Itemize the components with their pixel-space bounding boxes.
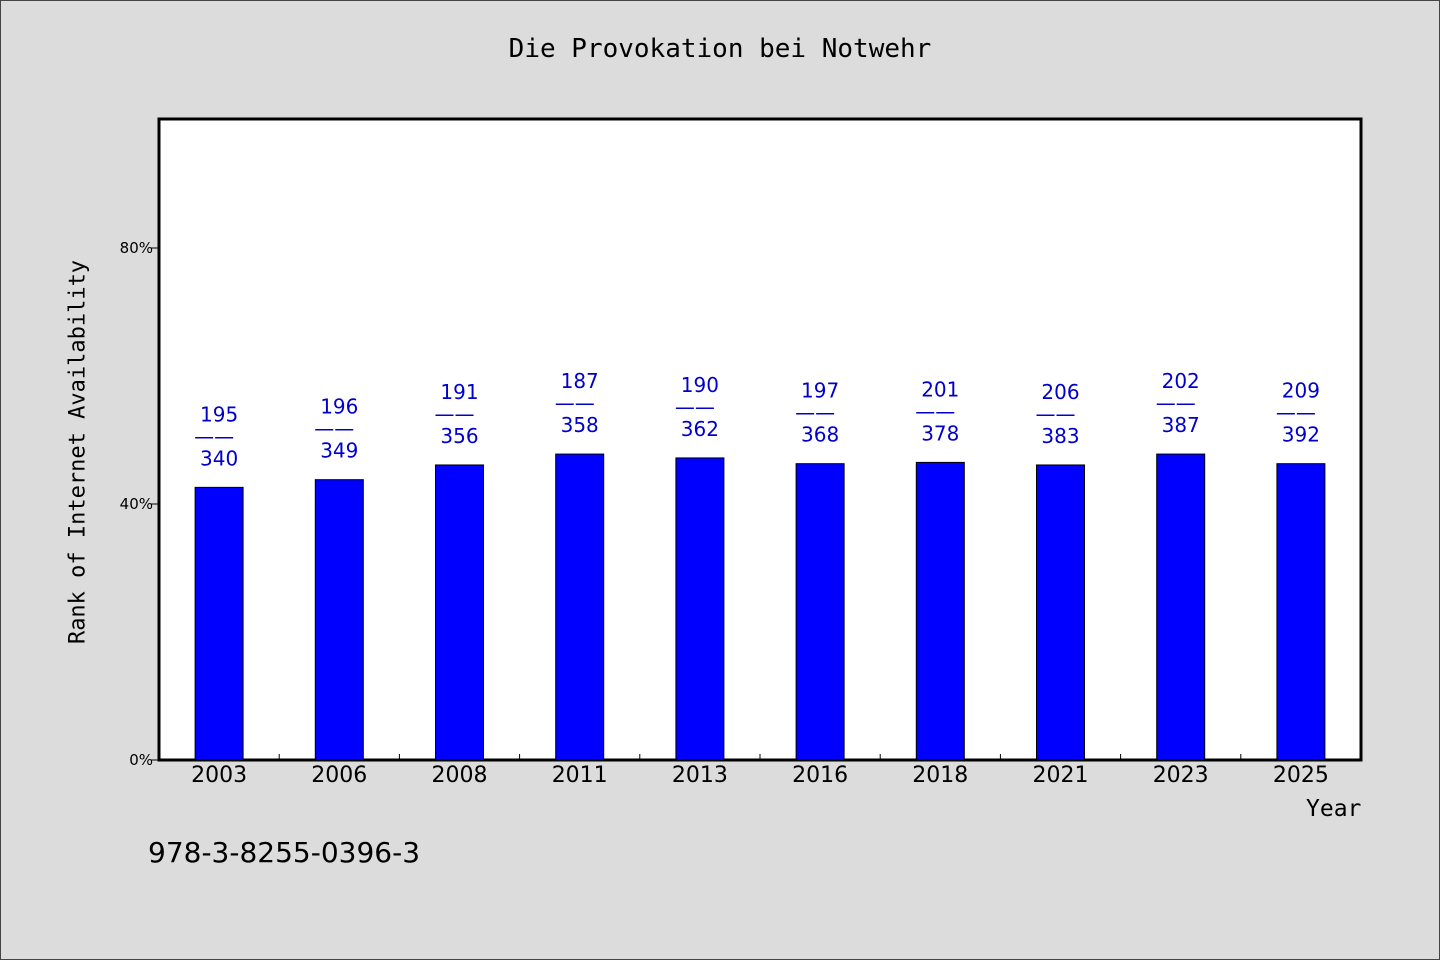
data-label-separator: —— [314, 417, 354, 441]
data-label-separator: —— [795, 401, 835, 425]
data-label-bottom: 358 [561, 413, 599, 437]
x-tick-label: 2021 [1033, 763, 1089, 788]
x-tick-label: 2006 [311, 763, 367, 788]
data-label-separator: —— [1156, 391, 1196, 415]
y-tick-label: 40% [120, 495, 153, 513]
data-label-top: 191 [440, 380, 478, 404]
data-label-top: 209 [1282, 379, 1320, 403]
bar [314, 479, 364, 761]
chart-title: Die Provokation bei Notwehr [508, 34, 932, 64]
isbn-text: 978-3-8255-0396-3 [148, 836, 421, 869]
data-label-bottom: 368 [801, 423, 839, 447]
bar [915, 461, 965, 761]
bar [675, 457, 725, 761]
data-label-bottom: 349 [320, 439, 358, 463]
y-tick-label: 80% [120, 239, 153, 257]
data-label-separator: —— [1036, 402, 1076, 426]
data-label-top: 196 [320, 395, 358, 419]
data-label-separator: —— [1276, 401, 1316, 425]
data-label-separator: —— [555, 391, 595, 415]
data-label-top: 206 [1041, 380, 1079, 404]
data-labels-group: 195——340196——349191——356187——358190——362… [194, 369, 1320, 470]
data-label-top: 197 [801, 379, 839, 403]
bars-group [194, 453, 1326, 761]
bar [1276, 463, 1326, 761]
bar [435, 464, 484, 761]
x-axis: 2003 2006 2008 2011 2013 2016 2018 2021 2023 2025 [191, 754, 1329, 788]
data-label-bottom: 387 [1162, 413, 1200, 437]
x-tick-label: 2018 [912, 763, 968, 788]
data-label-top: 190 [681, 373, 719, 397]
data-label-top: 202 [1162, 369, 1200, 393]
bar [1036, 464, 1085, 761]
data-label-top: 195 [200, 402, 238, 426]
bar [555, 453, 605, 761]
data-label-bottom: 383 [1041, 424, 1079, 448]
x-tick-label: 2013 [672, 763, 728, 788]
bar [194, 486, 244, 761]
data-label-separator: —— [435, 402, 475, 426]
bar [1156, 453, 1206, 761]
data-label-bottom: 362 [681, 417, 719, 441]
y-axis: 0% 40% 80% [120, 239, 159, 769]
x-tick-label: 2011 [552, 763, 608, 788]
x-axis-label: Year [1306, 796, 1362, 822]
data-label-top: 201 [921, 377, 959, 401]
data-label-separator: —— [194, 424, 234, 448]
data-label-bottom: 392 [1282, 423, 1320, 447]
data-label-separator: —— [675, 395, 715, 419]
x-tick-label: 2025 [1273, 763, 1329, 788]
bar [795, 463, 845, 761]
x-tick-label: 2016 [792, 763, 848, 788]
y-tick-label: 0% [129, 751, 153, 769]
data-label-separator: —— [915, 399, 955, 423]
data-label-bottom: 340 [200, 446, 238, 470]
data-label-top: 187 [561, 369, 599, 393]
data-label-bottom: 378 [921, 421, 959, 445]
x-tick-label: 2023 [1153, 763, 1209, 788]
data-label-bottom: 356 [440, 424, 478, 448]
x-tick-label: 2008 [432, 763, 488, 788]
x-tick-label: 2003 [191, 763, 247, 788]
